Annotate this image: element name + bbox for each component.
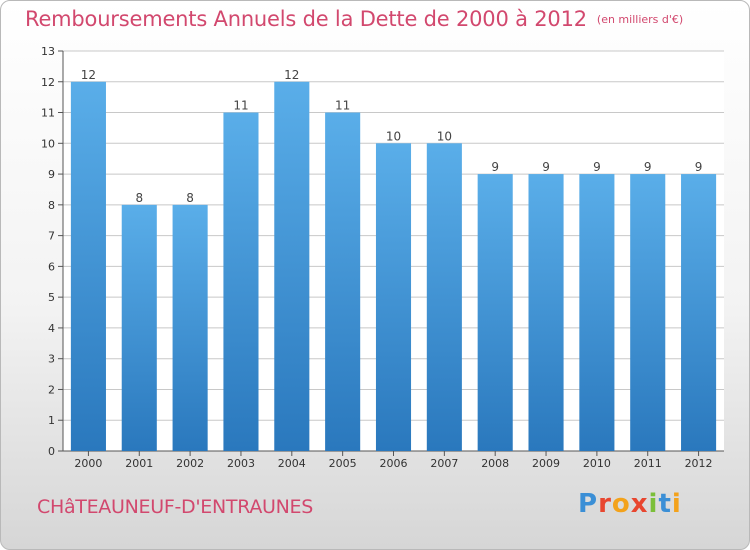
y-tick-label: 1	[48, 414, 55, 427]
chart-title-text: Remboursements Annuels de la Dette de 20…	[25, 7, 587, 31]
chart-title: Remboursements Annuels de la Dette de 20…	[25, 7, 683, 31]
bar	[528, 174, 564, 452]
bar	[172, 204, 208, 451]
data-label: 12	[81, 68, 96, 82]
logo-letter: i	[648, 489, 659, 519]
data-label: 8	[135, 191, 143, 205]
x-tick-label: 2010	[583, 457, 611, 470]
x-tick-label: 2012	[685, 457, 713, 470]
logo-letter: x	[630, 489, 649, 519]
data-label: 10	[386, 129, 401, 143]
chart-unit: (en milliers d'€)	[596, 13, 684, 26]
bar	[70, 81, 106, 452]
data-label: 9	[542, 160, 550, 174]
data-label: 10	[437, 129, 452, 143]
bar	[477, 174, 513, 452]
x-tick-label: 2011	[634, 457, 662, 470]
x-tick-label: 2003	[227, 457, 255, 470]
logo-letter: r	[598, 489, 612, 519]
bar	[426, 143, 462, 452]
y-tick-label: 10	[41, 137, 55, 150]
data-label: 9	[491, 160, 499, 174]
x-tick-label: 2001	[125, 457, 153, 470]
logo-letter: P	[578, 489, 599, 519]
y-tick-label: 12	[41, 76, 55, 89]
proxiti-logo: Proxiti	[578, 489, 682, 519]
logo-letter: o	[611, 489, 631, 519]
data-label: 9	[593, 160, 601, 174]
data-label: 8	[186, 191, 194, 205]
x-tick-label: 2005	[329, 457, 357, 470]
y-tick-label: 7	[48, 230, 55, 243]
y-tick-label: 5	[48, 291, 55, 304]
x-tick-label: 2002	[176, 457, 204, 470]
data-label: 11	[335, 99, 350, 113]
data-label: 9	[695, 160, 703, 174]
data-label: 9	[644, 160, 652, 174]
x-tick-label: 2007	[430, 457, 458, 470]
x-tick-label: 2006	[380, 457, 408, 470]
y-tick-label: 11	[41, 107, 55, 120]
bar	[223, 112, 259, 452]
bar	[375, 143, 412, 452]
data-label: 12	[284, 68, 299, 82]
x-tick-label: 2004	[278, 457, 306, 470]
bars	[70, 81, 717, 452]
logo-letter: t	[658, 489, 672, 519]
y-tick-label: 6	[48, 260, 55, 273]
bar	[121, 204, 157, 451]
y-tick-label: 0	[48, 445, 55, 458]
bar	[681, 174, 717, 452]
data-labels: 12 8 8 11 12 11 10 10 9 9 9 9 9	[81, 68, 703, 205]
bar	[274, 81, 310, 452]
logo-letter: i	[671, 489, 682, 519]
y-tick-label: 4	[48, 322, 55, 335]
x-tick-label: 2000	[74, 457, 102, 470]
data-label: 11	[233, 99, 248, 113]
y-tick-label: 2	[48, 383, 55, 396]
y-tick-label: 13	[41, 45, 55, 58]
y-tick-label: 9	[48, 168, 55, 181]
x-tick-label: 2009	[532, 457, 560, 470]
y-tick-label: 8	[48, 199, 55, 212]
bar	[630, 174, 666, 452]
x-tick-label: 2008	[481, 457, 509, 470]
bar	[579, 174, 615, 452]
place-name: CHâTEAUNEUF-D'ENTRAUNES	[37, 496, 314, 518]
bar	[325, 112, 361, 452]
y-tick-label: 3	[48, 353, 55, 366]
